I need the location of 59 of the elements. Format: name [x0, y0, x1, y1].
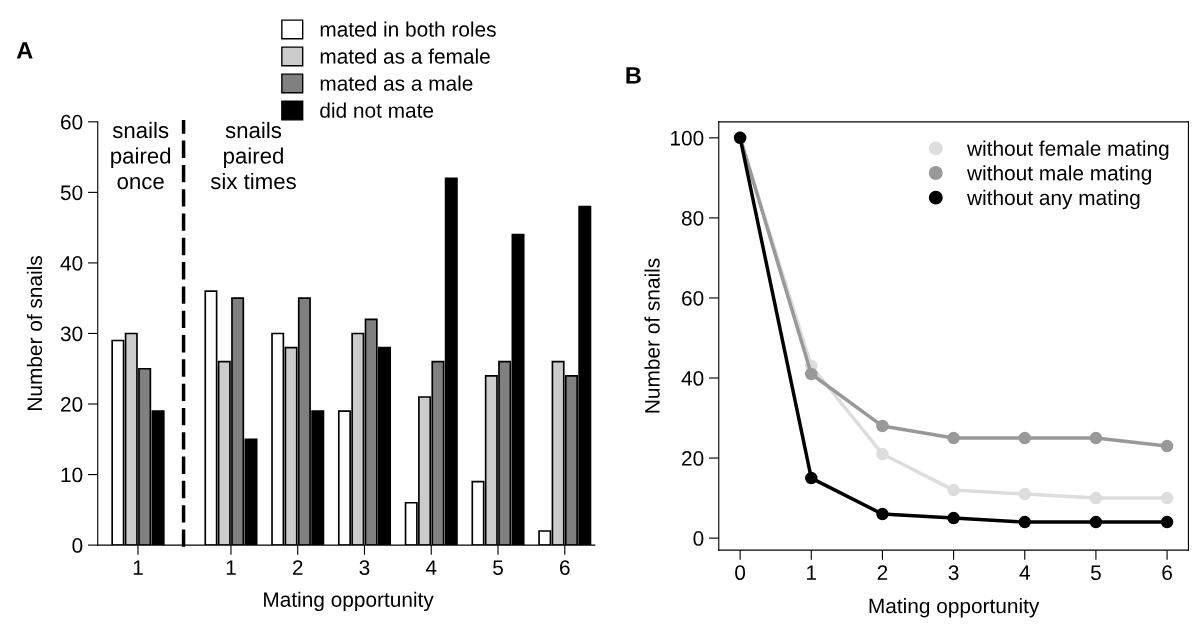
point	[876, 507, 889, 521]
point	[947, 483, 960, 497]
x-tick-label: 3	[948, 565, 959, 581]
point	[1160, 515, 1174, 529]
point	[947, 511, 960, 525]
x-tick-label: 2	[877, 565, 888, 580]
x-tick-label: 1	[133, 560, 143, 575]
x-tick-label: 6	[560, 560, 570, 575]
y-tick-label: 60	[682, 290, 704, 306]
x-tick-label: 1	[226, 560, 236, 575]
y-tick-label: 50	[60, 185, 83, 201]
point	[805, 367, 818, 381]
legend-label: without any mating	[967, 189, 1140, 210]
point	[1089, 491, 1103, 505]
legend-label: mated as a male	[320, 75, 473, 91]
x-axis-title: Mating opportunity	[264, 591, 434, 612]
point	[876, 419, 889, 433]
point	[876, 447, 889, 461]
point	[1160, 491, 1174, 505]
x-tick-label: 5	[493, 560, 503, 575]
x-tick-label: 3	[359, 560, 370, 575]
legend-label: mated in both roles	[320, 21, 496, 37]
y-tick-label: 10	[61, 467, 83, 483]
point	[1089, 431, 1103, 445]
y-tick-label: 0	[693, 531, 704, 546]
chart-title: B	[626, 67, 641, 84]
y-tick-label: 100	[671, 130, 704, 146]
y-tick-label: 60	[61, 114, 83, 130]
x-tick-label: 5	[1090, 565, 1101, 581]
point	[1018, 431, 1032, 445]
annotation: snails paired once	[111, 121, 171, 190]
legend-label: did not mate	[320, 102, 434, 118]
y-tick-label: 40	[60, 255, 83, 271]
x-tick-label: 2	[292, 560, 303, 575]
y-tick-label: 20	[61, 397, 83, 412]
chart-title: A	[16, 42, 33, 59]
y-tick-label: 40	[681, 371, 704, 386]
y-axis-title: Number of snails	[644, 258, 660, 413]
y-tick-label: 80	[681, 210, 704, 226]
point	[1018, 487, 1032, 501]
point	[805, 471, 818, 485]
y-axis-title: Number of snails	[26, 256, 43, 410]
x-tick-label: 1	[807, 565, 817, 580]
x-tick-label: 4	[425, 560, 437, 575]
y-tick-label: 20	[682, 451, 704, 466]
legend-label: without female mating	[967, 140, 1169, 160]
x-axis-title: Mating opportunity	[869, 598, 1040, 618]
x-tick-label: 4	[1019, 565, 1030, 580]
y-tick-label: 0	[72, 538, 83, 553]
y-tick-label: 30	[60, 326, 83, 342]
x-tick-label: 0	[735, 565, 746, 581]
point	[1018, 515, 1032, 529]
annotation: snails paired six times	[210, 121, 296, 190]
legend-label: without male mating	[967, 165, 1151, 185]
legend-label: mated as a female	[320, 48, 490, 64]
point	[947, 431, 960, 445]
point	[1089, 515, 1103, 529]
x-tick-label: 6	[1162, 565, 1172, 581]
point	[1160, 439, 1174, 453]
